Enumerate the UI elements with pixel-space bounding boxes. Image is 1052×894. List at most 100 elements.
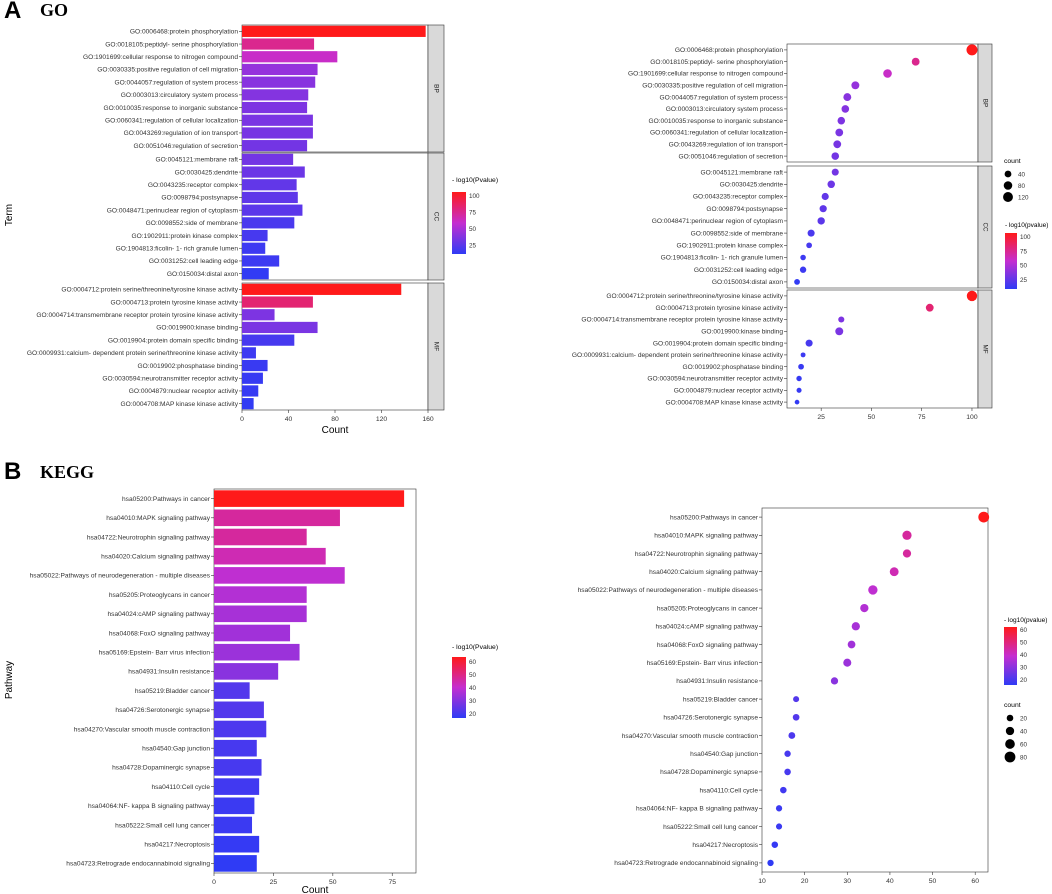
x-tick-label: 40 xyxy=(285,416,293,423)
y-tick-label: GO:0004713:protein tyrosine kinase activ… xyxy=(655,305,783,312)
y-tick-label: GO:0043235:receptor complex xyxy=(148,182,239,189)
legend-tick-label: 40 xyxy=(1020,652,1028,659)
y-tick-label: GO:0010035:response to inorganic substan… xyxy=(103,105,238,112)
size-legend-label: 80 xyxy=(1018,183,1026,190)
y-tick-label: hsa04270:Vascular smooth muscle contract… xyxy=(622,733,759,740)
y-tick-label: GO:0043235:receptor complex xyxy=(693,194,784,201)
y-tick-label: hsa04540:Gap junction xyxy=(142,746,210,753)
y-axis-title: Term xyxy=(4,204,15,226)
y-tick-label: hsa04931:Insulin resistance xyxy=(676,678,758,685)
facet-panel xyxy=(786,289,979,409)
y-tick-label: GO:0030335:positive regulation of cell m… xyxy=(97,67,238,74)
point xyxy=(827,180,835,189)
bar xyxy=(242,347,256,359)
size-legend-point xyxy=(1003,192,1013,202)
y-tick-label: hsa04726:Serotonergic synapse xyxy=(115,707,210,714)
bar xyxy=(214,605,307,623)
y-tick-label: GO:0098552:side of membrane xyxy=(691,230,784,237)
point xyxy=(800,254,806,261)
y-tick-label: GO:0004712:protein serine/threonine/tyro… xyxy=(61,287,238,294)
bar xyxy=(242,217,295,229)
y-axis-title: Pathway xyxy=(4,661,15,699)
facet-strip xyxy=(977,165,993,289)
legend-tick-label: 30 xyxy=(1020,665,1028,672)
y-tick-label: GO:0018105:peptidyl- serine phosphorylat… xyxy=(650,59,783,66)
y-tick-label: hsa04270:Vascular smooth muscle contract… xyxy=(74,726,211,733)
y-tick-label: GO:0004879:nuclear receptor activity xyxy=(129,388,239,395)
point xyxy=(805,339,813,347)
facet-label: MF xyxy=(432,342,439,351)
bar xyxy=(242,101,308,114)
point xyxy=(833,140,842,149)
x-tick-label: 0 xyxy=(240,416,244,423)
size-legend-point xyxy=(1005,726,1015,736)
y-tick-label: GO:0030335:positive regulation of cell m… xyxy=(642,83,783,90)
point xyxy=(831,152,840,160)
legend-tick-label: 60 xyxy=(1020,627,1028,634)
bar xyxy=(214,797,255,815)
y-tick-label: hsa04010:MAPK signaling pathway xyxy=(654,533,758,540)
point xyxy=(835,128,844,137)
bar xyxy=(214,567,345,584)
y-tick-label: GO:1904813:ficolin- 1- rich granule lume… xyxy=(116,245,239,252)
size-legend-label: 60 xyxy=(1020,741,1028,748)
legend-colorbar xyxy=(1004,627,1017,685)
point xyxy=(784,750,791,757)
y-tick-label: GO:0003013:circulatory system process xyxy=(666,106,784,113)
y-tick-label: hsa04010:MAPK signaling pathway xyxy=(106,515,210,522)
y-tick-label: GO:0044057:regulation of system process xyxy=(114,79,238,86)
point xyxy=(788,732,796,739)
point xyxy=(868,585,878,595)
legend-tick-label: 20 xyxy=(469,711,477,718)
y-tick-label: GO:0006468:protein phosphorylation xyxy=(130,29,238,36)
y-tick-label: GO:0004708:MAP kinase kinase activity xyxy=(665,399,783,406)
x-tick-label: 25 xyxy=(270,879,278,886)
y-tick-label: hsa05205:Proteoglycans in cancer xyxy=(109,592,211,599)
y-tick-label: GO:0006468:protein phosphorylation xyxy=(675,47,783,54)
point xyxy=(966,290,978,302)
y-tick-label: GO:0019900:kinase binding xyxy=(156,325,238,332)
y-tick-label: GO:0004712:protein serine/threonine/tyro… xyxy=(606,293,783,300)
size-legend-label: 80 xyxy=(1020,754,1028,761)
y-tick-label: GO:0051046:regulation of secretion xyxy=(679,153,784,160)
point xyxy=(817,217,825,225)
y-tick-label: hsa04024:cAMP signaling pathway xyxy=(655,624,758,631)
point xyxy=(883,69,892,78)
y-tick-label: GO:0004714:transmembrane receptor protei… xyxy=(36,312,238,319)
point xyxy=(843,93,852,102)
point xyxy=(851,622,860,631)
facet-strip xyxy=(427,282,445,411)
y-tick-label: hsa04931:Insulin resistance xyxy=(128,669,210,676)
bar xyxy=(242,309,275,321)
y-tick-label: GO:0004714:transmembrane receptor protei… xyxy=(581,317,783,324)
size-legend-point xyxy=(1006,714,1014,722)
x-axis-title: Count xyxy=(302,885,329,894)
point xyxy=(796,387,802,393)
panel-b-letter: B xyxy=(4,458,22,485)
x-tick-label: 30 xyxy=(844,878,852,885)
y-tick-label: hsa04110:Cell cycle xyxy=(699,787,758,794)
x-tick-label: 40 xyxy=(886,878,894,885)
bar xyxy=(242,204,303,216)
bar xyxy=(242,334,295,346)
y-tick-label: GO:0045121:membrane raft xyxy=(701,169,784,176)
legend-tick-label: 25 xyxy=(469,243,477,250)
y-tick-label: hsa04728:Dopaminergic synapse xyxy=(112,765,210,772)
y-tick-label: hsa04064:NF- kappa B signaling pathway xyxy=(88,803,211,810)
y-tick-label: GO:0010035:response to inorganic substan… xyxy=(648,118,783,125)
y-tick-label: hsa04217:Necroptosis xyxy=(144,842,210,849)
bar xyxy=(242,63,318,76)
point xyxy=(799,266,807,273)
size-legend-point xyxy=(1005,739,1015,749)
plot-panel xyxy=(213,488,417,874)
x-tick-label: 75 xyxy=(918,414,926,421)
point xyxy=(792,713,800,721)
y-tick-label: GO:0060341:regulation of cellular locali… xyxy=(105,117,238,124)
y-tick-label: GO:0019902:phosphatase binding xyxy=(138,363,239,370)
y-tick-label: GO:1901699:cellular response to nitrogen… xyxy=(83,54,238,61)
y-tick-label: GO:0030425:dendrite xyxy=(720,182,784,189)
x-tick-label: 120 xyxy=(376,416,388,423)
y-tick-label: hsa05219:Bladder cancer xyxy=(135,688,211,695)
bar xyxy=(242,268,269,280)
y-tick-label: hsa04723:Retrograde endocannabinoid sign… xyxy=(614,860,758,867)
